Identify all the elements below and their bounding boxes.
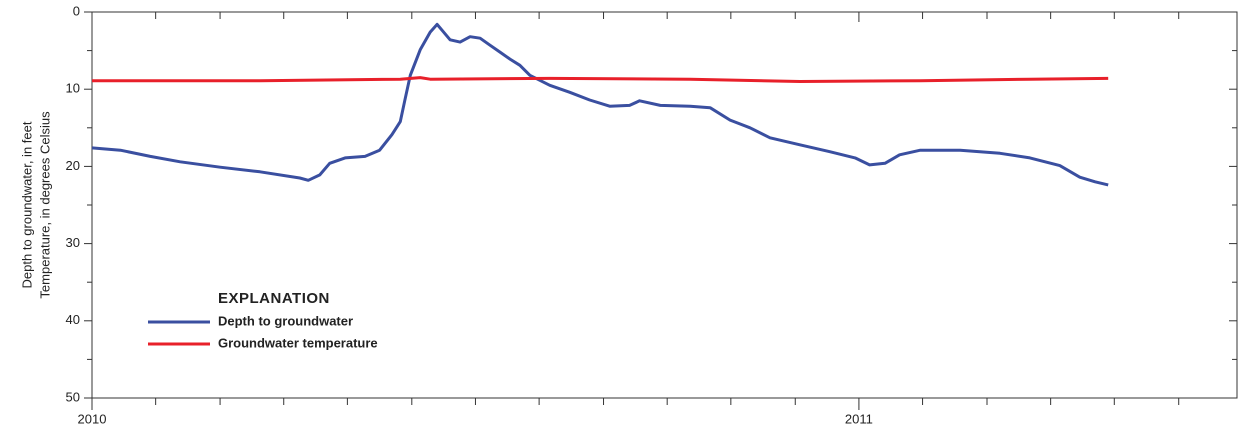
data-line <box>92 76 1109 83</box>
y-tick-label: 20 <box>66 158 80 173</box>
y-tick-label: 10 <box>66 81 80 96</box>
x-tick-label: 2010 <box>78 411 107 426</box>
y-axis-label: Temperature, in degrees Celsius <box>37 111 52 299</box>
data-line <box>91 22 1109 187</box>
y-axis-label: Depth to groundwater, in feet <box>19 121 34 288</box>
y-tick-label: 40 <box>66 312 80 327</box>
legend-title: EXPLANATION <box>218 290 330 307</box>
y-tick-label: 50 <box>66 389 80 404</box>
legend-label: Groundwater temperature <box>218 335 378 350</box>
legend-label: Depth to groundwater <box>218 313 353 328</box>
y-tick-label: 30 <box>66 235 80 250</box>
x-tick-label: 2011 <box>845 411 873 426</box>
y-tick-label: 0 <box>73 3 80 18</box>
